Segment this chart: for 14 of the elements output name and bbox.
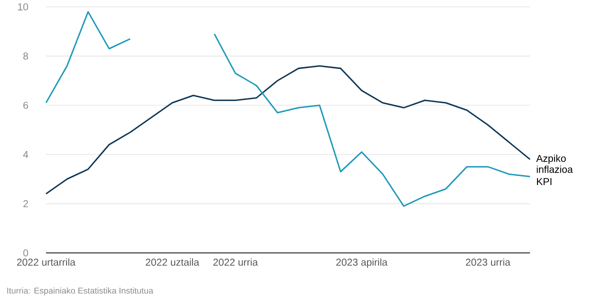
y-tick-label: 4 — [23, 151, 28, 158]
y-tick-label: 8 — [23, 52, 28, 60]
y-tick-label: 2 — [23, 200, 28, 208]
x-tick-label: 2023 apirila — [336, 258, 388, 268]
y-tick-label: 6 — [23, 102, 28, 109]
series-label: Azpiko inflazioa — [536, 154, 573, 173]
x-tick-label: 2023 urria — [466, 258, 510, 266]
x-tick-label: 2022 urria — [213, 258, 258, 266]
y-tick-label: 0 — [23, 249, 28, 256]
text: Iturria: Espainiako Estatistika Institutua — [7, 287, 154, 296]
x-tick-label: 2022 uztaila — [146, 258, 200, 266]
series-label: KPI — [537, 178, 552, 186]
x-tick-label: 2022 urtarrila — [17, 258, 76, 266]
y-tick-label: 10 — [18, 3, 28, 10]
